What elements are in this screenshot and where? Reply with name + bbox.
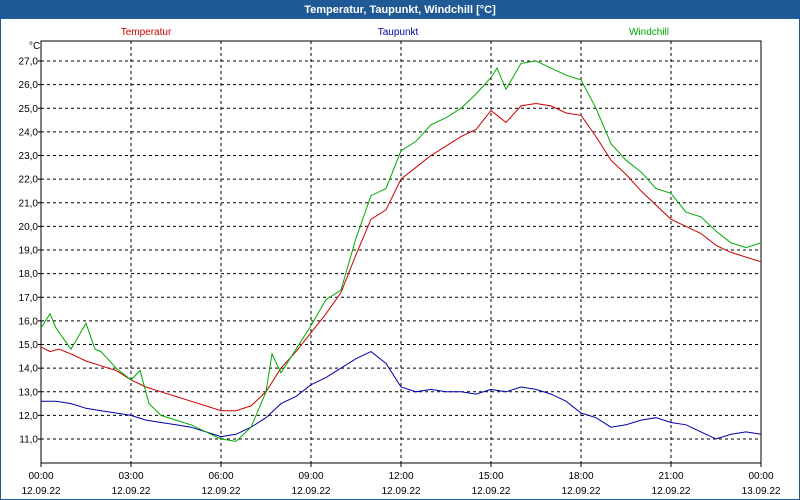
y-tick-label: 23,0 [19, 151, 39, 162]
y-tick-label: 19,0 [19, 246, 39, 257]
x-tick-label-date: 12.09.22 [202, 486, 241, 497]
x-tick-label-date: 13.09.22 [742, 486, 781, 497]
y-tick-label: 22,0 [19, 175, 39, 186]
x-tick-label-date: 12.09.22 [652, 486, 691, 497]
x-tick-label-date: 12.09.22 [382, 486, 421, 497]
legend-entry-taupunkt: Taupunkt [378, 27, 419, 38]
series-line-temperatur [40, 102, 762, 412]
x-tick-label-time: 15:00 [478, 471, 503, 482]
y-tick-label: 11,0 [19, 435, 38, 446]
y-tick-label: 26,0 [19, 80, 39, 91]
x-tick-label-date: 12.09.22 [112, 486, 151, 497]
y-tick-label: 15,0 [19, 340, 39, 351]
y-tick-label: 25,0 [19, 104, 39, 115]
window-title: Temperatur, Taupunkt, Windchill [°C] [1, 1, 799, 19]
x-tick-label-date: 12.09.22 [562, 486, 601, 497]
x-tick-label-date: 12.09.22 [292, 486, 331, 497]
y-tick-label: 21,0 [19, 198, 39, 209]
y-axis: 11,0 12,0 13,0 14,0 15,0 16,0 17,0 18,0 19,0 20,0… [19, 57, 41, 446]
y-unit-label: °C [29, 41, 40, 52]
y-tick-label: 13,0 [19, 387, 39, 398]
x-tick-label-time: 18:00 [568, 471, 593, 482]
legend-entry-windchill: Windchill [629, 27, 669, 38]
series-lines [40, 60, 762, 442]
x-tick-label-time: 12:00 [388, 471, 413, 482]
series-line-taupunkt [41, 351, 762, 440]
x-tick-label-time: 21:00 [658, 471, 683, 482]
grid [41, 41, 761, 463]
x-tick-label-time: 09:00 [298, 471, 323, 482]
x-tick-label-date: 12.09.22 [22, 486, 61, 497]
series-line-windchill [40, 60, 762, 442]
y-tick-label: 16,0 [19, 316, 39, 327]
legend: Temperatur Taupunkt Windchill [121, 27, 669, 38]
y-tick-label: 14,0 [19, 364, 39, 375]
x-tick-label-date: 12.09.22 [472, 486, 511, 497]
x-tick-label-time: 00:00 [748, 471, 773, 482]
y-tick-label: 18,0 [19, 269, 39, 280]
x-axis: 00:00 12.09.22 03:00 12.09.22 06:00 12.09.22 0… [22, 463, 781, 497]
y-tick-label: 24,0 [19, 127, 39, 138]
x-tick-label-time: 03:00 [118, 471, 143, 482]
x-tick-label-time: 00:00 [28, 471, 53, 482]
x-tick-label-time: 06:00 [208, 471, 233, 482]
chart-plot: 11,0 12,0 13,0 14,0 15,0 16,0 17,0 18,0 19,0 20,0… [19, 27, 781, 497]
legend-entry-temperatur: Temperatur [121, 27, 172, 38]
y-tick-label: 17,0 [19, 293, 39, 304]
y-tick-label: 27,0 [19, 57, 39, 68]
y-tick-label: 12,0 [19, 411, 39, 422]
y-tick-label: 20,0 [19, 222, 39, 233]
